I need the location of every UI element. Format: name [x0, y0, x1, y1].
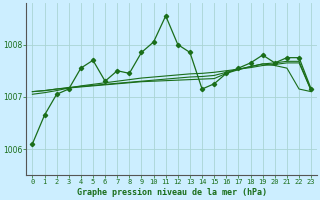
X-axis label: Graphe pression niveau de la mer (hPa): Graphe pression niveau de la mer (hPa) — [77, 188, 267, 197]
